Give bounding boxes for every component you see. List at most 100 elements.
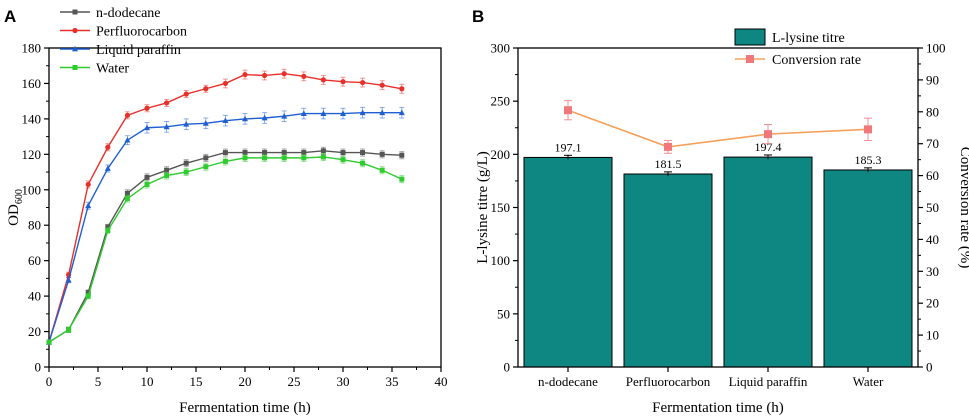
y-right-tick-label: 0 (926, 360, 933, 375)
data-point (398, 109, 405, 116)
data-point (144, 181, 150, 187)
data-point (222, 158, 228, 164)
data-point (222, 80, 228, 87)
data-point (164, 173, 170, 179)
y-right-tick-label: 60 (926, 168, 939, 183)
data-point (144, 174, 150, 180)
y-tick-label: 60 (28, 253, 41, 268)
data-point (379, 82, 385, 88)
y-tick-label: 160 (22, 76, 42, 91)
data-point (105, 228, 111, 234)
y-tick-label: 180 (22, 41, 42, 56)
legend: n-dodecane Perfluorocarbon Liquid paraffin… (60, 6, 187, 77)
y-tick-label: 40 (28, 289, 41, 304)
data-point (164, 100, 170, 106)
x-tick-label: 30 (337, 374, 350, 389)
data-point (340, 157, 346, 163)
data-point (664, 142, 672, 151)
data-point (124, 190, 130, 196)
y-tick-label: 80 (28, 218, 41, 233)
data-point (164, 167, 170, 173)
series-conversion-rate (564, 100, 872, 154)
data-point (301, 150, 307, 156)
y-right-tick-label: 20 (926, 296, 939, 311)
data-point (124, 112, 130, 118)
data-point (379, 167, 385, 173)
series-water (46, 152, 405, 345)
data-point (222, 117, 229, 124)
data-point (340, 79, 346, 85)
data-point (320, 77, 326, 83)
legend-label-conversion-rate: Conversion rate (772, 53, 861, 68)
x-tick-label-n-dodecane: n-dodecane (538, 374, 598, 389)
y-right-tick-label: 100 (926, 41, 946, 56)
bar-value-label: 197.4 (755, 140, 782, 154)
y-axis-label-main: OD (6, 204, 22, 226)
data-point (203, 155, 209, 161)
data-point (203, 164, 209, 170)
y-right-tick-label: 40 (926, 232, 939, 247)
data-point (864, 125, 872, 134)
y-left-axis-label: L-lysine titre (g/L) (475, 151, 491, 263)
data-point (242, 71, 248, 78)
legend: L-lysine titre Conversion rate (734, 28, 861, 68)
y-left-tick-label: 300 (491, 41, 511, 56)
panel-b-chart: B 197.1 181.5 197.4 185.3 n-dodecane Perfluoro… (472, 7, 969, 416)
x-axis-label: Fermentation time (h) (652, 400, 784, 416)
y-right-tick-label: 10 (926, 328, 939, 343)
data-point (85, 181, 91, 188)
legend-marker (72, 27, 78, 34)
legend-marker (746, 55, 754, 63)
x-tick-label: 40 (435, 374, 448, 389)
data-point (281, 71, 287, 77)
data-point (764, 130, 772, 139)
y-right-tick-label: 80 (926, 104, 939, 119)
x-tick-label: 35 (386, 374, 399, 389)
series-liquid-paraffin (46, 106, 405, 345)
data-point (399, 152, 405, 158)
data-point (124, 136, 131, 143)
data-point (163, 123, 170, 130)
data-point (183, 169, 189, 175)
data-point (301, 155, 307, 161)
data-point (105, 144, 111, 150)
x-tick-label: 20 (239, 374, 252, 389)
data-point (359, 109, 366, 116)
data-point (379, 109, 386, 116)
data-point (262, 72, 268, 79)
data-point (85, 202, 92, 209)
y-tick-label: 20 (28, 324, 41, 339)
x-tick-label-water: Water (853, 374, 884, 389)
data-point (281, 155, 287, 161)
data-point (66, 327, 72, 333)
data-point (399, 176, 405, 182)
data-point (281, 150, 287, 156)
legend-marker (72, 9, 78, 15)
panel-a-axes-frame (48, 47, 442, 368)
data-point (320, 148, 326, 154)
data-point (320, 154, 326, 160)
data-point (242, 115, 248, 122)
legend-label-water: Water (96, 62, 129, 77)
legend-label-l-lysine-titre: L-lysine titre (772, 31, 845, 46)
bar-water (823, 169, 913, 368)
y-left-tick-label: 250 (491, 94, 511, 109)
bar-perfluorocarbon (623, 173, 713, 368)
y-left-tick-label: 50 (497, 306, 510, 321)
x-tick-label: 15 (190, 374, 203, 389)
bar-n-dodecane (523, 156, 613, 368)
y-left-tick-label: 0 (504, 360, 511, 375)
bar-value-label: 181.5 (655, 157, 682, 171)
y-tick-label: 120 (22, 147, 42, 162)
y-tick-label: 100 (22, 182, 42, 197)
y-axis-label-subscript: 600 (14, 189, 25, 204)
panel-a-chart: A 0 5 10 15 20 25 30 35 40 0 20 40 60 80 100 120 140 160 18… (4, 6, 448, 416)
legend-marker (72, 45, 78, 52)
data-point (262, 155, 268, 161)
y-tick-label: 140 (22, 111, 42, 126)
x-tick-label: 10 (141, 374, 154, 389)
data-point (360, 79, 366, 86)
data-point (46, 339, 52, 345)
data-point (261, 114, 268, 121)
